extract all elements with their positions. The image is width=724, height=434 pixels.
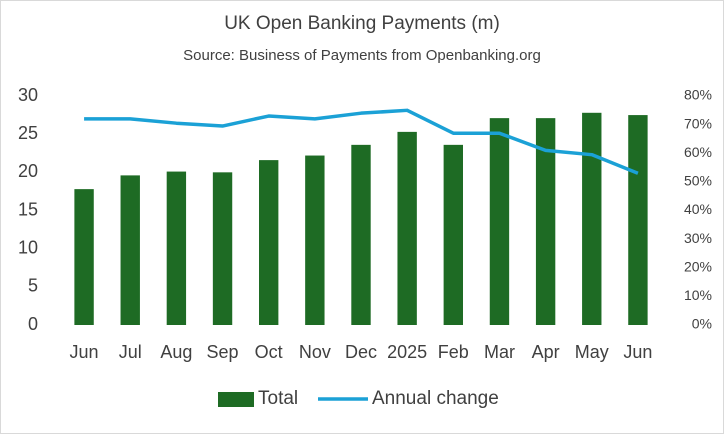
bar	[628, 115, 648, 325]
y-tick-label: 10	[18, 237, 38, 257]
legend-label: Annual change	[372, 388, 499, 409]
x-tick-label: May	[575, 342, 609, 362]
x-tick-label: Oct	[255, 342, 283, 362]
chart-title: UK Open Banking Payments (m)	[224, 13, 500, 34]
bar	[582, 112, 602, 325]
y-tick-label: 5	[28, 276, 38, 296]
x-tick-label: Mar	[484, 342, 515, 362]
y-tick-label: 30	[18, 85, 38, 105]
x-tick-label: Jul	[119, 342, 142, 362]
bar	[212, 172, 233, 325]
y2-tick-label: 70%	[684, 115, 712, 131]
bar	[535, 118, 556, 326]
y2-tick-label: 40%	[684, 201, 712, 217]
x-tick-label: Dec	[345, 342, 377, 362]
y-tick-label: 20	[18, 161, 38, 181]
x-tick-label: Feb	[438, 342, 469, 362]
x-tick-label: 2025	[387, 342, 427, 362]
bar	[259, 160, 279, 325]
y-tick-label: 15	[18, 199, 38, 219]
bar	[397, 131, 417, 325]
y2-tick-label: 10%	[684, 287, 712, 303]
bar	[305, 155, 325, 325]
x-tick-label: Jun	[623, 342, 652, 362]
y-tick-label: 25	[18, 123, 38, 143]
x-tick-label: Aug	[160, 342, 192, 362]
x-tick-label: Jun	[70, 342, 99, 362]
y2-tick-label: 20%	[684, 258, 712, 274]
y2-tick-label: 30%	[684, 230, 712, 246]
x-tick-label: Nov	[299, 342, 331, 362]
y2-tick-label: 50%	[684, 173, 712, 189]
legend-label: Total	[258, 388, 298, 409]
bar	[351, 144, 371, 325]
chart-subtitle: Source: Business of Payments from Openba…	[183, 47, 541, 64]
bar	[489, 118, 510, 326]
bar	[166, 171, 187, 325]
x-tick-label: Sep	[207, 342, 239, 362]
legend-swatch	[218, 392, 254, 407]
line	[84, 108, 639, 175]
y2-tick-label: 60%	[684, 144, 712, 160]
bar	[120, 175, 140, 325]
x-tick-label: Apr	[532, 342, 560, 362]
y-tick-label: 0	[28, 314, 38, 334]
y2-tick-label: 80%	[684, 87, 712, 103]
bar	[74, 189, 94, 325]
bar	[443, 144, 463, 325]
y2-tick-label: 0%	[692, 316, 712, 332]
